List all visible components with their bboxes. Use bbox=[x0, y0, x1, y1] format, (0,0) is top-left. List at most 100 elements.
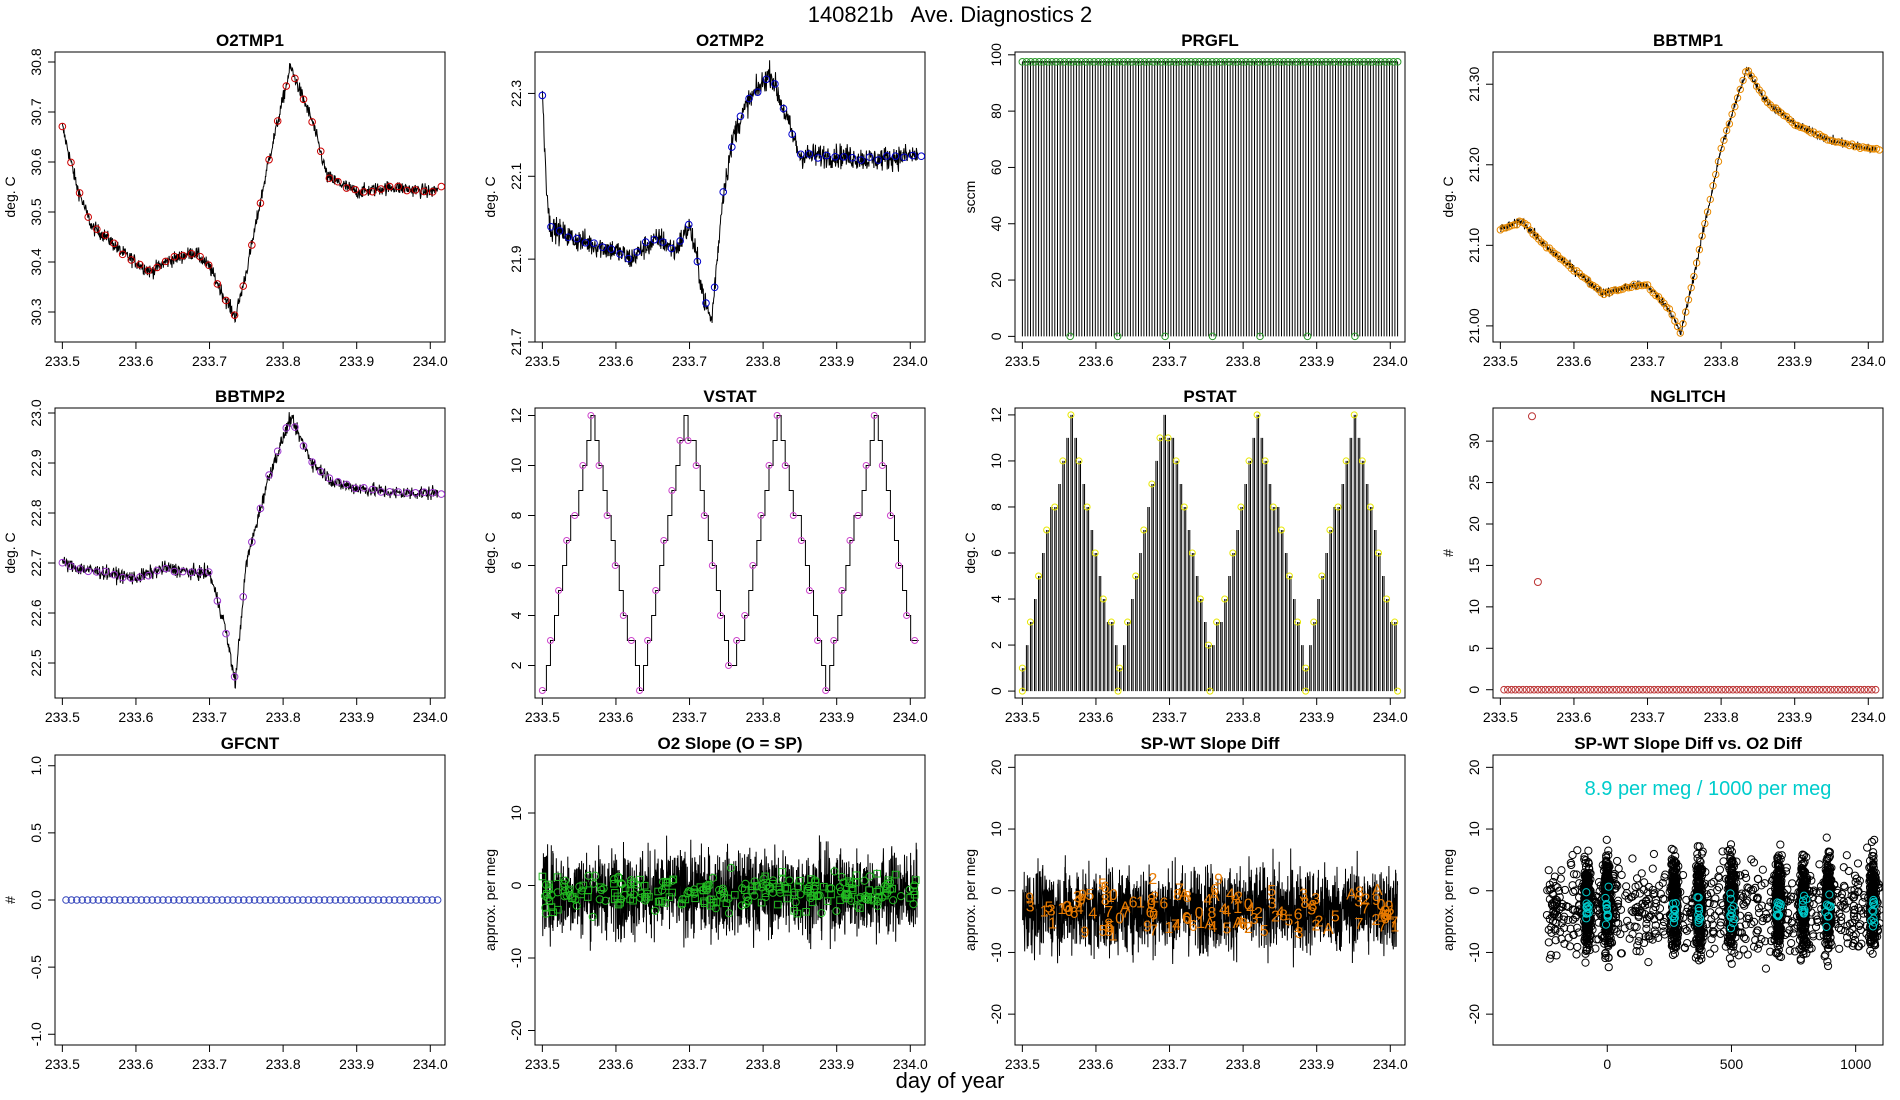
data-point bbox=[1680, 685, 1689, 694]
data-point bbox=[846, 537, 854, 544]
data-point bbox=[1573, 942, 1582, 952]
data-point bbox=[377, 488, 385, 496]
data-point bbox=[266, 896, 275, 904]
data-point bbox=[757, 898, 766, 907]
data-point bbox=[587, 412, 595, 419]
data-point bbox=[1556, 685, 1565, 694]
data-point bbox=[1703, 208, 1712, 216]
data-point bbox=[547, 890, 556, 900]
data-label: 5 bbox=[1331, 908, 1340, 925]
data-point bbox=[778, 875, 787, 884]
data-point bbox=[1616, 929, 1625, 939]
plot-area bbox=[538, 60, 925, 323]
data-point bbox=[1635, 889, 1644, 898]
plot-frame bbox=[534, 754, 926, 1046]
data-point bbox=[84, 567, 92, 576]
data-label: 3 bbox=[1250, 911, 1259, 928]
data-point bbox=[256, 199, 265, 207]
data-point bbox=[282, 424, 291, 432]
data-point bbox=[204, 261, 213, 270]
data-point bbox=[256, 896, 264, 904]
y-tick-label: -1.0 bbox=[28, 1022, 44, 1046]
data-point bbox=[1285, 572, 1293, 580]
data-point bbox=[1721, 685, 1730, 694]
x-tick-label: 233.7 bbox=[672, 353, 707, 369]
data-point bbox=[1111, 58, 1119, 66]
data-point bbox=[325, 174, 334, 183]
data-point bbox=[1684, 296, 1693, 304]
data-point bbox=[1699, 685, 1707, 694]
data-point bbox=[726, 863, 736, 872]
data-point bbox=[1747, 685, 1756, 694]
data-point bbox=[1583, 945, 1592, 954]
data-point bbox=[1507, 685, 1516, 694]
data-point bbox=[814, 154, 822, 162]
data-point bbox=[1598, 861, 1607, 870]
data-point bbox=[1557, 866, 1566, 875]
data-point bbox=[1107, 58, 1115, 66]
x-tick-label: 233.5 bbox=[1005, 353, 1040, 369]
data-point bbox=[1612, 685, 1621, 694]
x-tick-label: 233.7 bbox=[672, 709, 707, 725]
data-point bbox=[1549, 910, 1558, 919]
data-point bbox=[1613, 856, 1622, 866]
data-point bbox=[1871, 941, 1880, 950]
data-point bbox=[1726, 889, 1735, 898]
y-axis-label: deg. C bbox=[482, 176, 498, 217]
data-point bbox=[170, 567, 179, 576]
data-point bbox=[83, 896, 92, 904]
data-point bbox=[1582, 899, 1591, 908]
data-point bbox=[411, 489, 420, 497]
data-point bbox=[1796, 123, 1804, 131]
data-label: 8 bbox=[1104, 917, 1113, 934]
data-label: A bbox=[1179, 887, 1190, 904]
x-tick-label: 233.6 bbox=[1078, 1056, 1113, 1072]
data-point bbox=[1051, 503, 1059, 511]
data-point bbox=[1726, 939, 1735, 948]
data-point bbox=[420, 187, 428, 196]
data-point bbox=[1646, 685, 1655, 694]
data-point bbox=[1867, 837, 1876, 847]
data-point bbox=[1115, 664, 1123, 672]
data-point bbox=[1869, 870, 1878, 879]
data-point bbox=[710, 283, 719, 292]
data-point bbox=[1725, 685, 1734, 694]
data-point bbox=[1339, 58, 1347, 66]
y-tick-label: 8 bbox=[988, 503, 1004, 511]
data-point bbox=[1709, 877, 1718, 886]
y-tick-label: 25 bbox=[1466, 475, 1482, 491]
data-point bbox=[1066, 332, 1074, 341]
plot-frame bbox=[54, 754, 446, 1046]
data-point bbox=[1206, 687, 1214, 695]
data-point bbox=[1824, 939, 1833, 949]
data-point bbox=[1854, 903, 1863, 912]
data-point bbox=[1710, 944, 1719, 953]
data-point bbox=[1140, 526, 1148, 534]
data-point bbox=[1351, 332, 1359, 341]
data-point bbox=[187, 249, 196, 258]
data-point bbox=[161, 257, 170, 266]
data-point bbox=[1544, 938, 1553, 947]
data-point bbox=[1220, 58, 1229, 66]
data-point bbox=[771, 80, 779, 88]
panel-title: GFCNT bbox=[221, 734, 280, 753]
data-point bbox=[1090, 58, 1098, 66]
data-point bbox=[316, 147, 325, 156]
x-tick-label: 233.9 bbox=[819, 709, 854, 725]
data-point bbox=[873, 869, 881, 878]
data-label: 1 bbox=[1164, 920, 1173, 937]
data-point bbox=[1672, 933, 1681, 942]
data-point bbox=[331, 896, 340, 904]
data-point bbox=[1641, 897, 1650, 906]
data-point bbox=[78, 896, 86, 904]
data-point bbox=[1868, 685, 1876, 694]
data-point bbox=[1758, 865, 1767, 874]
data-point bbox=[1573, 906, 1582, 916]
data-point bbox=[1605, 939, 1614, 948]
data-point bbox=[1018, 58, 1027, 66]
data-point bbox=[1064, 58, 1073, 66]
data-point bbox=[1313, 58, 1322, 66]
x-tick-label: 233.6 bbox=[1556, 353, 1591, 369]
data-point bbox=[1644, 932, 1653, 941]
data-point bbox=[239, 593, 248, 601]
